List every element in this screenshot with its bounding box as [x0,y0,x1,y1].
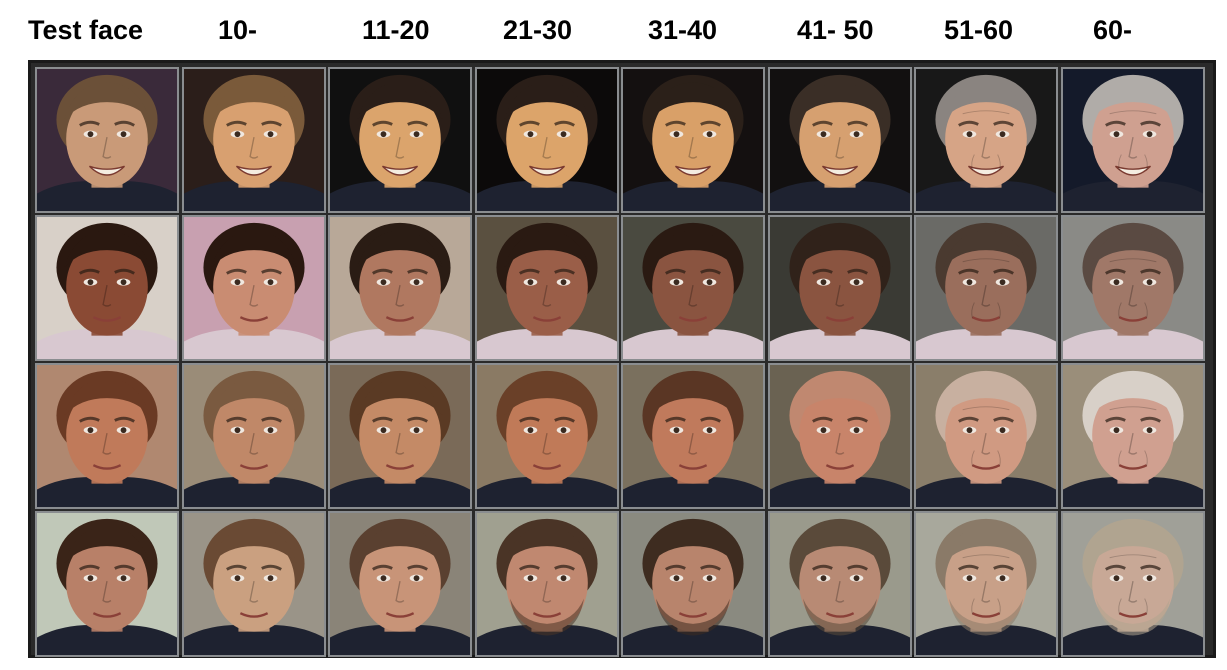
label-age-11-20: 11-20 [362,15,430,45]
aged-face-image-subject-3-col-7 [1060,363,1205,509]
label-age-31-40: 31-40 [648,15,718,45]
aged-face-image-subject-4-col-7 [1060,511,1205,657]
aged-face-image-subject-2-col-2 [328,215,472,361]
label-age-41-50: 41- 50 [797,15,874,45]
aged-face-image-subject-3-col-6 [914,363,1058,509]
aged-face-image-subject-1-col-3 [474,67,619,213]
test-face-image-subject-4-col-0 [35,511,179,657]
aged-face-image-subject-1-col-1 [181,67,326,213]
aged-face-image-subject-1-col-2 [328,67,472,213]
aged-face-image-subject-3-col-2 [328,363,472,509]
label-age-10: 10- [218,15,258,45]
aged-face-image-subject-3-col-4 [621,363,765,509]
aged-face-image-subject-4-col-4 [621,511,765,657]
aged-face-image-subject-4-col-3 [474,511,619,657]
aged-face-image-subject-2-col-4 [621,215,765,361]
aged-face-image-subject-1-col-6 [914,67,1058,213]
label-age-51-60: 51-60 [944,15,1014,45]
test-face-image-subject-2-col-0 [35,215,179,361]
aged-face-image-subject-1-col-5 [767,67,912,213]
face-grid-panel [28,60,1216,658]
aged-face-image-subject-2-col-7 [1060,215,1205,361]
aged-face-image-subject-3-col-5 [767,363,912,509]
aged-face-image-subject-4-col-5 [767,511,912,657]
aged-face-image-subject-2-col-3 [474,215,619,361]
aged-face-image-subject-3-col-1 [181,363,326,509]
column-header-row: Test face 10- 11-20 21-30 31-40 41- 50 5… [0,0,1227,60]
aged-face-image-subject-4-col-2 [328,511,472,657]
aged-face-image-subject-2-col-5 [767,215,912,361]
aged-face-image-subject-2-col-6 [914,215,1058,361]
aged-face-image-subject-3-col-3 [474,363,619,509]
aged-face-image-subject-2-col-1 [181,215,326,361]
label-test-face: Test face [28,15,144,45]
test-face-image-subject-3-col-0 [35,363,179,509]
aged-face-image-subject-1-col-7 [1060,67,1205,213]
test-face-image-subject-1-col-0 [35,67,179,213]
aged-face-image-subject-4-col-1 [181,511,326,657]
label-age-60: 60- [1093,15,1133,45]
label-age-21-30: 21-30 [503,15,573,45]
aged-face-image-subject-1-col-4 [621,67,765,213]
aged-face-image-subject-4-col-6 [914,511,1058,657]
